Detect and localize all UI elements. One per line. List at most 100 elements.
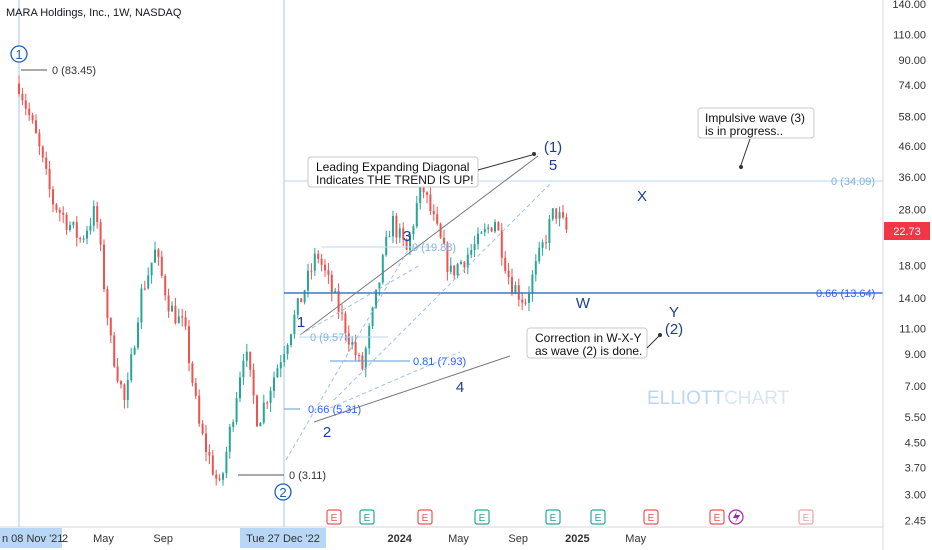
time-tick-5: 2025 bbox=[565, 533, 589, 545]
candle-body-152 bbox=[535, 261, 537, 274]
candle-body-53 bbox=[198, 396, 200, 424]
candle-body-151 bbox=[531, 275, 533, 294]
candle-body-140 bbox=[494, 222, 496, 231]
candle-body-21 bbox=[89, 226, 91, 231]
candle-body-150 bbox=[528, 294, 530, 303]
fib-label-f066a: 0.66 (5.31) bbox=[308, 404, 361, 416]
candle-body-13 bbox=[62, 213, 64, 215]
wave-label-x: X bbox=[637, 188, 647, 205]
price-tick-0: 140.00 bbox=[892, 0, 926, 11]
price-tick-17: 2.45 bbox=[905, 515, 926, 527]
candle-body-33 bbox=[130, 354, 132, 380]
candle-body-3 bbox=[28, 109, 30, 115]
candle-body-19 bbox=[83, 239, 85, 240]
candle-body-92 bbox=[331, 275, 333, 293]
candle-body-56 bbox=[208, 452, 210, 456]
candle-body-69 bbox=[253, 370, 255, 396]
time-tick-3: May bbox=[448, 533, 469, 545]
candle-body-153 bbox=[538, 248, 540, 261]
candle-body-89 bbox=[321, 259, 323, 265]
candle-body-94 bbox=[338, 291, 340, 313]
candle-body-65 bbox=[239, 377, 241, 398]
candle-body-105 bbox=[375, 290, 377, 308]
callout-impulse-line2: is in progress.. bbox=[705, 124, 783, 138]
candle-body-72 bbox=[263, 403, 265, 423]
price-tick-4: 58.00 bbox=[898, 111, 926, 123]
time-axis-ticks: May Sep 2024 May Sep 2025 May bbox=[93, 533, 646, 545]
candle-body-58 bbox=[215, 475, 217, 479]
price-tick-11: 9.00 bbox=[905, 349, 926, 361]
candle-body-138 bbox=[487, 228, 489, 229]
fib-label-top: 0 (83.45) bbox=[52, 65, 96, 77]
candle-body-61 bbox=[225, 452, 227, 474]
plot-area bbox=[0, 0, 883, 527]
price-tick-2: 90.00 bbox=[898, 55, 926, 67]
candle-body-50 bbox=[188, 326, 190, 363]
candle-body-18 bbox=[79, 238, 81, 239]
candle-body-29 bbox=[117, 367, 119, 382]
candle-body-71 bbox=[259, 423, 261, 427]
candle-body-45 bbox=[171, 306, 173, 312]
candle-body-34 bbox=[134, 348, 136, 355]
price-tick-5: 46.00 bbox=[898, 141, 926, 153]
candle-body-149 bbox=[525, 303, 527, 304]
candle-body-73 bbox=[266, 403, 268, 404]
candle-body-139 bbox=[491, 228, 493, 232]
candle-body-49 bbox=[185, 317, 187, 326]
price-tick-3: 74.00 bbox=[898, 80, 926, 92]
candle-body-99 bbox=[355, 342, 357, 355]
wave-label-1: 1 bbox=[297, 314, 305, 331]
candle-body-35 bbox=[137, 323, 139, 348]
candle-body-107 bbox=[382, 255, 384, 282]
wave-label-y: Y bbox=[669, 304, 679, 321]
candle-body-63 bbox=[232, 422, 234, 427]
price-tick-14: 4.50 bbox=[905, 438, 926, 450]
time-tick-6: May bbox=[625, 533, 646, 545]
candle-body-142 bbox=[501, 230, 503, 257]
time-axis-crosshair-label: Tue 27 Dec '22 bbox=[246, 533, 320, 545]
earnings-marker-label-1: E bbox=[364, 513, 371, 524]
candle-body-145 bbox=[511, 277, 513, 294]
candle-body-123 bbox=[436, 214, 438, 224]
candle-body-84 bbox=[304, 291, 306, 303]
candle-body-43 bbox=[164, 276, 166, 296]
candle-body-158 bbox=[555, 208, 557, 218]
candle-body-134 bbox=[474, 244, 476, 250]
fib-label-f5: 0 (34.09) bbox=[831, 176, 875, 188]
price-tick-1: 110.00 bbox=[893, 30, 926, 42]
candle-body-82 bbox=[297, 298, 299, 314]
candle-body-12 bbox=[59, 210, 61, 213]
price-tick-15: 3.70 bbox=[905, 463, 926, 475]
earnings-marker-label-5: E bbox=[595, 513, 602, 524]
time-tick-4: Sep bbox=[508, 533, 528, 545]
candle-body-87 bbox=[314, 254, 316, 271]
candle-body-8 bbox=[45, 158, 47, 169]
candle-body-70 bbox=[256, 396, 258, 427]
candle-body-30 bbox=[120, 381, 122, 384]
candle-body-91 bbox=[327, 270, 329, 275]
candle-body-95 bbox=[341, 313, 343, 314]
fib-label-f081: 0.81 (7.93) bbox=[413, 356, 466, 368]
watermark-part2: CHART bbox=[724, 388, 789, 409]
candle-body-122 bbox=[433, 211, 435, 214]
wave-label-3: 3 bbox=[403, 228, 411, 245]
fib-label-f066b: 0.66 (13.64) bbox=[816, 288, 875, 300]
candle-body-97 bbox=[348, 333, 350, 344]
candle-body-159 bbox=[559, 212, 561, 218]
candle-body-90 bbox=[324, 265, 326, 271]
earnings-marker-label-7: E bbox=[714, 513, 721, 524]
candle-body-60 bbox=[222, 473, 224, 479]
earnings-marker-label-2: E bbox=[422, 513, 429, 524]
candle-body-42 bbox=[161, 257, 163, 276]
candle-body-161 bbox=[565, 217, 567, 229]
symbol-title: MARA Holdings, Inc., 1W, NASDAQ bbox=[6, 7, 182, 19]
candle-body-52 bbox=[195, 383, 197, 396]
candle-body-14 bbox=[66, 215, 68, 230]
candle-body-10 bbox=[52, 189, 54, 204]
candle-body-75 bbox=[273, 377, 275, 390]
callout-correction-line2: as wave (2) is done. bbox=[535, 344, 642, 358]
candle-body-128 bbox=[453, 266, 455, 276]
candle-body-156 bbox=[548, 219, 550, 243]
candle-body-54 bbox=[202, 424, 204, 434]
